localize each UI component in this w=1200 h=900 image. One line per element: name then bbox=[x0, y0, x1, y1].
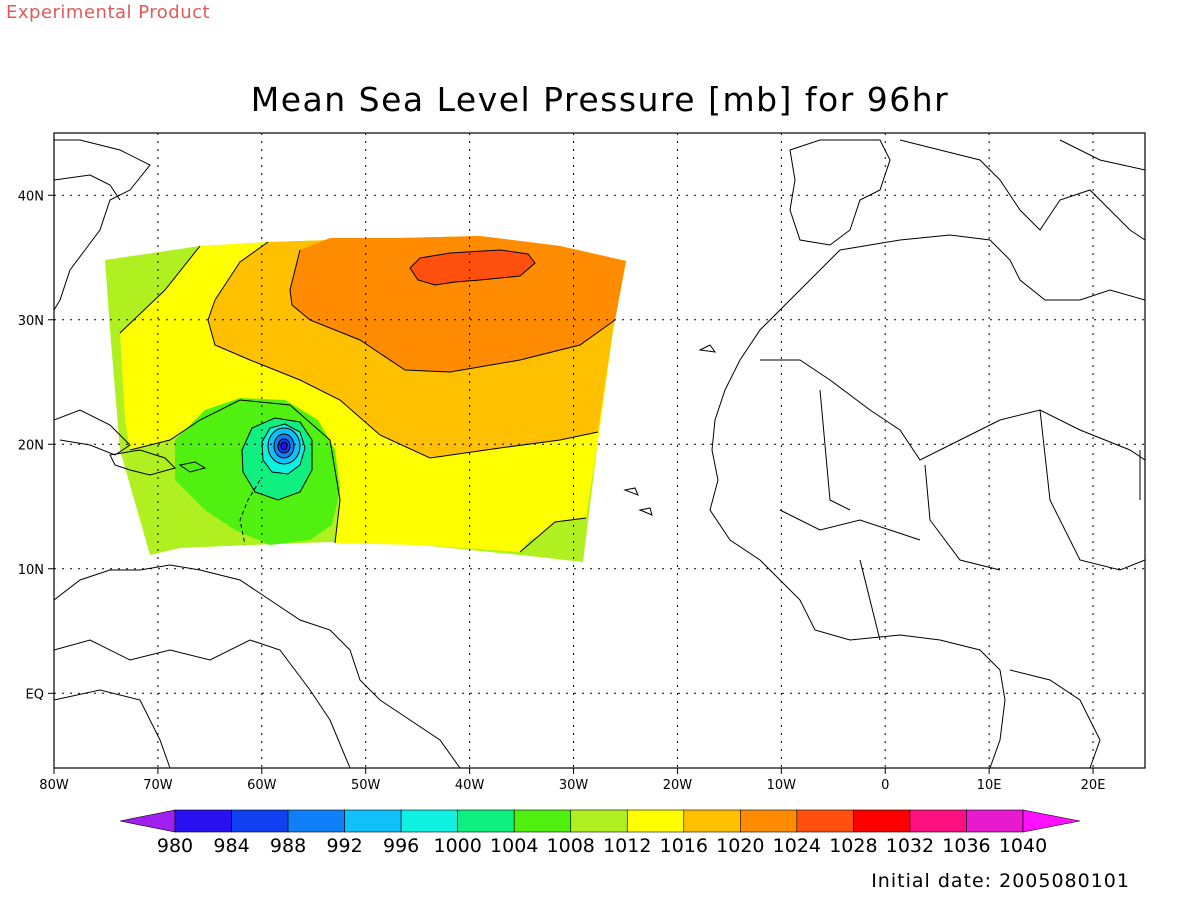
colorbar-swatch bbox=[909, 809, 967, 833]
colorbar-label: 1008 bbox=[547, 835, 595, 857]
pressure-fill-1024 bbox=[290, 236, 626, 372]
colorbar-swatch bbox=[966, 809, 1024, 833]
y-tick-label: 10N bbox=[18, 563, 44, 578]
colorbar-swatch bbox=[231, 809, 289, 833]
colorbar-swatch bbox=[740, 809, 798, 833]
colorbar-swatch bbox=[344, 809, 402, 833]
colorbar-label: 1020 bbox=[716, 835, 764, 857]
graticule bbox=[54, 133, 1145, 768]
pressure-fill-984 bbox=[281, 442, 287, 450]
y-tick-label: EQ bbox=[26, 687, 44, 702]
colorbar-swatch bbox=[853, 809, 911, 833]
x-axis-ticks: 80W 70W 60W 50W 40W 30W 20W 10W 0 10E 20E bbox=[39, 768, 1105, 793]
colorbar-label: 988 bbox=[270, 835, 306, 857]
y-axis-ticks: 40N 30N 20N 10N EQ bbox=[18, 189, 54, 702]
pressure-fill-1012-se bbox=[520, 518, 586, 562]
colorbar-swatch bbox=[683, 809, 741, 833]
x-tick-label: 20E bbox=[1081, 778, 1106, 793]
colorbar-swatch bbox=[457, 809, 515, 833]
pressure-fill-1028 bbox=[410, 250, 535, 285]
map-plot-area bbox=[54, 139, 1145, 768]
coastlines bbox=[54, 139, 1145, 768]
map-frame bbox=[53, 132, 1146, 769]
colorbar-label: 1024 bbox=[773, 835, 821, 857]
x-tick-label: 50W bbox=[351, 778, 381, 793]
y-tick-label: 30N bbox=[18, 314, 44, 329]
x-tick-label: 80W bbox=[39, 778, 69, 793]
contour-lines bbox=[119, 241, 616, 553]
colorbar-label: 1016 bbox=[660, 835, 708, 857]
iberia-coast bbox=[789, 139, 891, 246]
colorbar-label: 1000 bbox=[433, 835, 481, 857]
x-tick-label: 30W bbox=[559, 778, 589, 793]
initial-date: Initial date: 2005080101 bbox=[871, 870, 1130, 892]
colorbar-swatch bbox=[287, 809, 345, 833]
colorbar-label: 1036 bbox=[942, 835, 990, 857]
caribbean-islands bbox=[54, 409, 131, 456]
colorbar-label: 1004 bbox=[490, 835, 538, 857]
south-america-coast bbox=[54, 564, 461, 768]
x-tick-label: 10W bbox=[767, 778, 797, 793]
colorbar: 980 984 988 992 996 1000 1004 1008 1012 1016 1020 1… bbox=[119, 809, 1081, 857]
africa-coast bbox=[839, 234, 1145, 301]
colorbar-label: 1032 bbox=[886, 835, 934, 857]
experimental-product-label: Experimental Product bbox=[6, 2, 211, 23]
x-tick-label: 0 bbox=[881, 778, 889, 793]
colorbar-label: 980 bbox=[157, 835, 193, 857]
colorbar-arrow-low bbox=[119, 809, 176, 833]
colorbar-arrow-high bbox=[1022, 809, 1081, 833]
colorbar-label: 992 bbox=[326, 835, 362, 857]
x-tick-label: 40W bbox=[455, 778, 485, 793]
colorbar-label: 1012 bbox=[603, 835, 651, 857]
colorbar-swatch bbox=[626, 809, 685, 833]
north-america-coast bbox=[54, 139, 151, 311]
colorbar-swatch bbox=[796, 809, 854, 833]
colorbar-swatch bbox=[513, 809, 572, 833]
x-tick-label: 70W bbox=[143, 778, 173, 793]
y-tick-label: 40N bbox=[18, 189, 44, 204]
colorbar-swatch bbox=[570, 809, 628, 833]
x-tick-label: 10E bbox=[977, 778, 1002, 793]
colorbar-label: 1028 bbox=[829, 835, 877, 857]
x-tick-label: 20W bbox=[663, 778, 693, 793]
x-tick-label: 60W bbox=[247, 778, 277, 793]
y-tick-label: 20N bbox=[18, 438, 44, 453]
colorbar-label: 996 bbox=[383, 835, 419, 857]
colorbar-label: 1040 bbox=[999, 835, 1047, 857]
colorbar-label: 984 bbox=[213, 835, 249, 857]
map-title: Mean Sea Level Pressure [mb] for 96hr bbox=[250, 80, 950, 119]
colorbar-swatch bbox=[174, 809, 232, 833]
colorbar-swatch bbox=[400, 809, 458, 833]
